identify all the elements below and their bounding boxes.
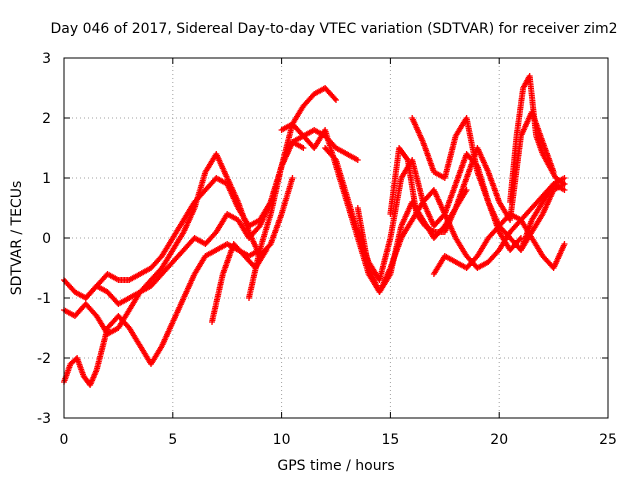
data-point-markers bbox=[61, 127, 361, 301]
y-tick-label: 2 bbox=[42, 111, 51, 127]
chart-title: Day 046 of 2017, Sidereal Day-to-day VTE… bbox=[51, 21, 618, 37]
y-tick-labels: -3 -2 -1 0 1 2 3 bbox=[37, 51, 51, 427]
data-point-markers bbox=[61, 139, 307, 337]
data-point-markers bbox=[518, 181, 568, 253]
x-tick-label: 5 bbox=[168, 432, 177, 448]
data-point-markers bbox=[507, 73, 568, 205]
x-tick-label: 15 bbox=[381, 432, 399, 448]
series-group bbox=[507, 73, 568, 205]
y-tick-label: -2 bbox=[37, 351, 51, 367]
series-group bbox=[61, 139, 307, 337]
series-group bbox=[246, 85, 339, 301]
x-tick-labels: 0 5 10 15 20 25 bbox=[60, 432, 617, 448]
x-tick-label: 0 bbox=[60, 432, 69, 448]
x-tick-label: 25 bbox=[599, 432, 617, 448]
y-axis-label: SDTVAR / TECUs bbox=[9, 181, 25, 296]
data-point-markers bbox=[409, 115, 524, 253]
x-tick-label: 10 bbox=[273, 432, 291, 448]
x-axis-label: GPS time / hours bbox=[277, 458, 394, 474]
data-point-markers bbox=[82, 151, 296, 307]
y-tick-label: -3 bbox=[37, 411, 51, 427]
x-tick-label: 20 bbox=[490, 432, 508, 448]
y-tick-label: 0 bbox=[42, 231, 51, 247]
axis-ticks bbox=[63, 57, 609, 419]
series-group bbox=[518, 181, 568, 253]
data-points bbox=[61, 73, 568, 388]
data-point-markers bbox=[246, 85, 339, 301]
series-group bbox=[409, 115, 524, 253]
y-tick-label: 1 bbox=[42, 171, 51, 187]
series-group bbox=[82, 151, 296, 307]
y-tick-label: 3 bbox=[42, 51, 51, 67]
y-tick-label: -1 bbox=[37, 291, 51, 307]
series-group bbox=[61, 127, 361, 301]
